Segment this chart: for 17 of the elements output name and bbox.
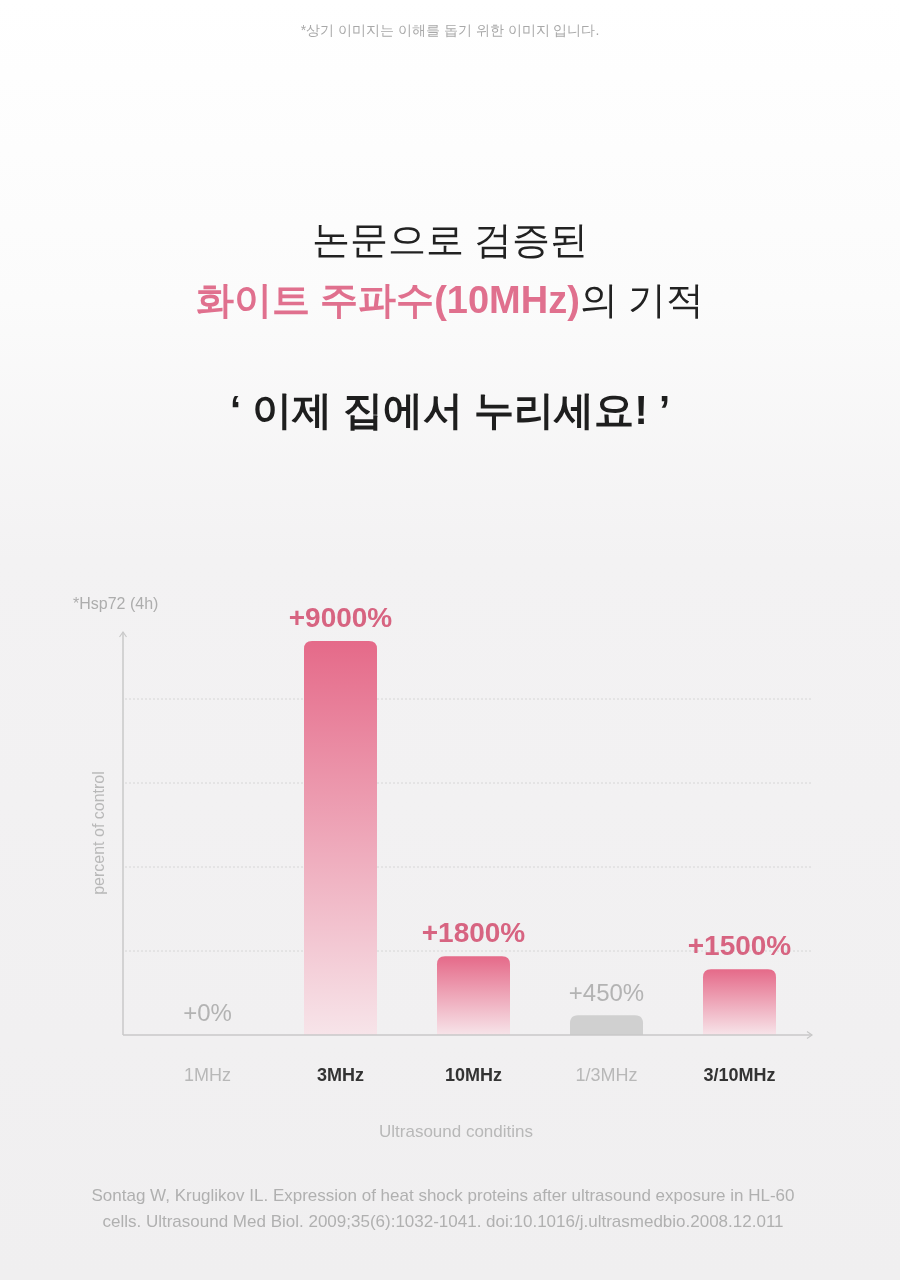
text: *상기 이미지는 이해를 돕기 위한 이미지 입니다. bbox=[299, 21, 601, 40]
x-tick-label: 3/10MHz bbox=[703, 1065, 776, 1085]
text: Sontag W, Kruglikov IL. Expression of heat shock proteins after ultrasound exposure in HL-60 cells. Ultrasound Med Biol. 2009;35(6):1032-1041. doi:10.1016/j.ultrasmedbio.2008.12.011 bbox=[90, 1185, 796, 1233]
data-label: +9000% bbox=[288, 602, 393, 633]
data-label: +450% bbox=[568, 979, 645, 1007]
chart-subtitle: ‘ 이제 집에서 누리세요! ’ bbox=[229, 387, 671, 434]
y-axis-title: percent of control bbox=[90, 771, 107, 895]
data-label: +1800% bbox=[421, 917, 526, 949]
x-tick-label: 3MHz bbox=[316, 1065, 365, 1085]
x-axis-title: Ultrasound conditins bbox=[378, 1122, 534, 1141]
data-label: +0% bbox=[183, 999, 232, 1026]
x-tick-label: 10MHz bbox=[444, 1065, 503, 1085]
x-tick-label: 1MHz bbox=[183, 1065, 232, 1085]
x-tick-label: 1/3MHz bbox=[575, 1065, 638, 1085]
chart-title: 논문으로 검증된 화이트 주파수(10MHz)의 기적 bbox=[194, 218, 706, 323]
data-label: +1500% bbox=[687, 930, 792, 962]
text: *Hsp72 (4h) bbox=[73, 595, 159, 612]
